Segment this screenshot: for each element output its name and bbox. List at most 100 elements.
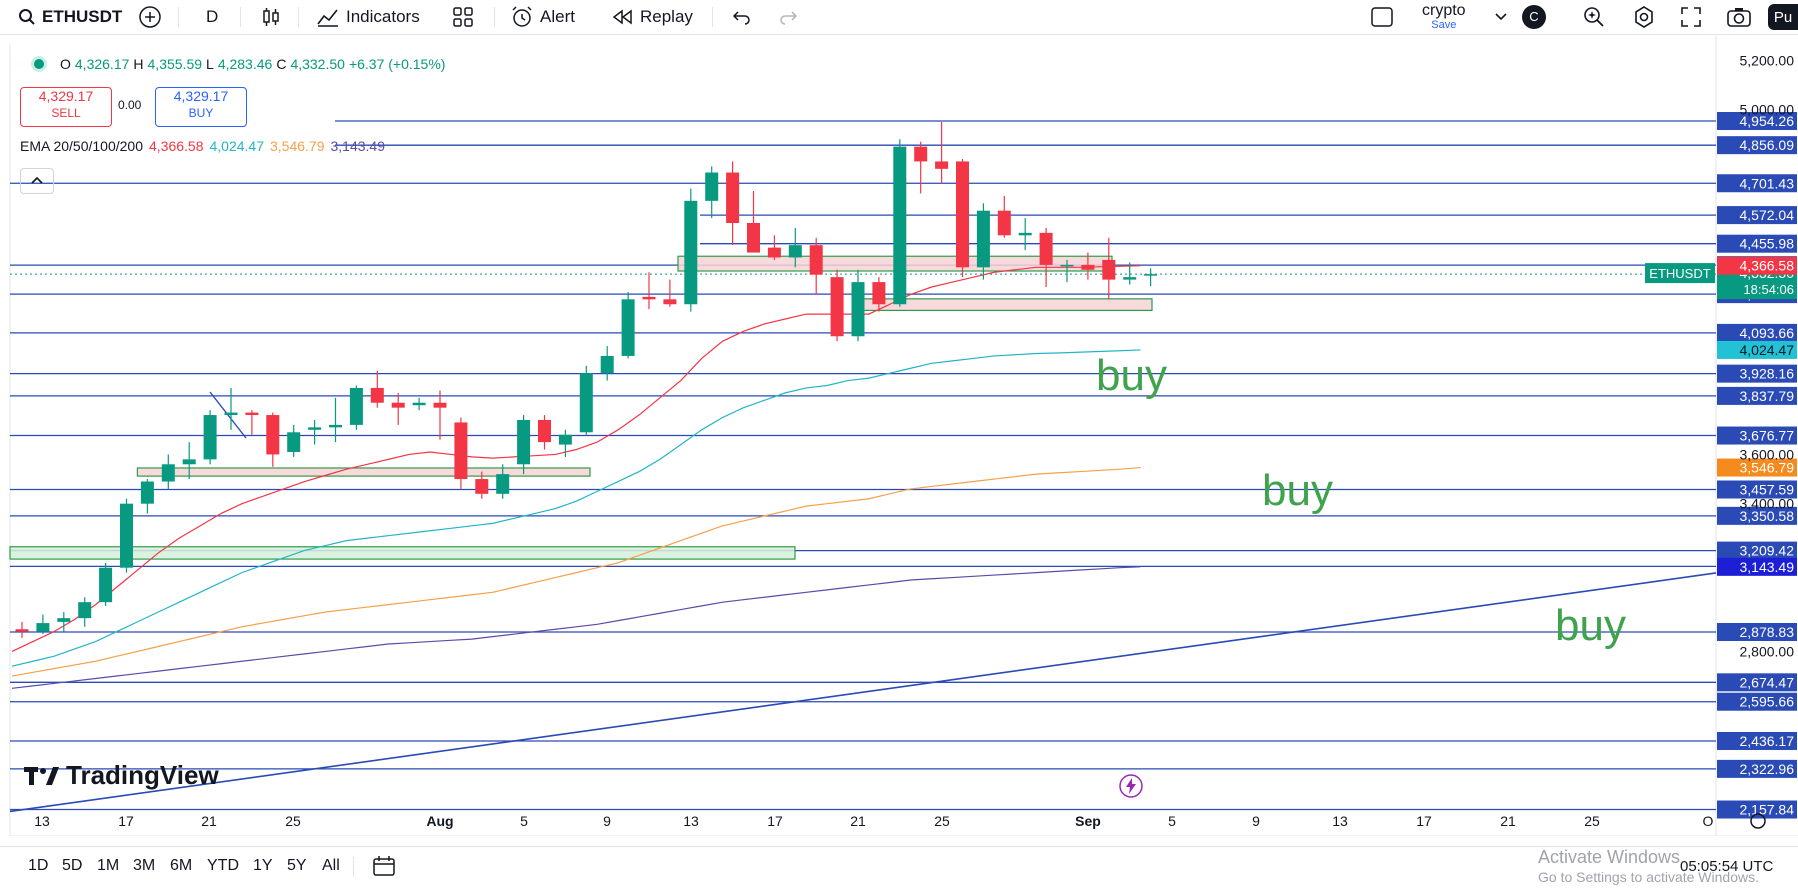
range-button-1y[interactable]: 1Y: [253, 857, 273, 874]
buy-button[interactable]: 4,329.17 BUY: [155, 87, 247, 127]
ema-legend[interactable]: EMA 20/50/100/200 4,366.58 4,024.47 3,54…: [20, 138, 385, 154]
fullscreen-button[interactable]: [1680, 0, 1702, 34]
quick-search-button[interactable]: [1582, 0, 1606, 34]
goto-date-button[interactable]: [372, 855, 396, 882]
y-axis-tick-label: 5,000.00: [1740, 102, 1795, 118]
replay-button[interactable]: Replay: [612, 0, 693, 34]
ema20-line: [11, 265, 1141, 652]
x-axis-tick-label: 9: [1252, 813, 1260, 829]
chart-type-button[interactable]: [260, 0, 282, 34]
low-value: 4,283.46: [217, 56, 273, 72]
candle-body: [893, 146, 907, 305]
price-level-label: 4,856.09: [1740, 137, 1795, 153]
candle-body: [349, 387, 363, 425]
candle-body: [1123, 277, 1137, 280]
range-button-ytd[interactable]: YTD: [207, 857, 239, 874]
price-level-tag: [1717, 759, 1797, 778]
range-button-6m[interactable]: 6M: [170, 857, 193, 874]
x-axis-tick-label: 25: [934, 813, 950, 829]
user-avatar[interactable]: C: [1522, 0, 1546, 34]
alarm-clock-icon: [512, 6, 532, 27]
x-axis-tick-label: 21: [850, 813, 866, 829]
candle-body: [308, 427, 322, 430]
settings-button[interactable]: [1632, 0, 1656, 34]
price-level-label: 3,928.16: [1740, 366, 1795, 382]
candle-body: [475, 479, 489, 494]
rewind-icon: [612, 9, 632, 25]
range-button-5y[interactable]: 5Y: [287, 857, 307, 874]
candle-body: [433, 402, 447, 408]
price-level-tag: [1717, 112, 1797, 130]
events-icon-button[interactable]: [1118, 773, 1144, 804]
publish-button[interactable]: Pu: [1768, 4, 1798, 30]
candle-body: [663, 299, 677, 305]
price-level-label: 2,157.84: [1740, 802, 1795, 818]
ema100-axis-tag-label: 3,546.79: [1740, 460, 1795, 476]
range-button-all[interactable]: All: [322, 857, 340, 874]
candle-body: [830, 277, 844, 337]
x-axis-tick-label: 21: [201, 813, 217, 829]
candle-body: [161, 464, 175, 482]
candle-body: [956, 161, 969, 268]
gear-icon: [1635, 6, 1653, 28]
symbol-search[interactable]: ETHUSDT: [18, 0, 122, 34]
x-axis-tick-label: 17: [1416, 813, 1432, 829]
snapshot-button[interactable]: [1726, 0, 1752, 34]
x-axis-tick-label: 21: [1500, 813, 1516, 829]
price-level-tag: [1717, 541, 1797, 560]
collapse-legend-button[interactable]: [20, 168, 54, 194]
ema100-value: 3,546.79: [270, 138, 325, 154]
range-button-1m[interactable]: 1M: [97, 857, 120, 874]
y-axis-tick-label: 5,200.00: [1740, 52, 1795, 68]
layouts-button[interactable]: [452, 0, 474, 34]
sell-button[interactable]: 4,329.17 SELL: [20, 87, 112, 127]
price-level-tag: [1717, 234, 1797, 253]
high-label: H: [133, 56, 144, 72]
candle-body: [747, 222, 760, 253]
chevron-down-icon: [1495, 13, 1507, 21]
price-level-label: 2,674.47: [1740, 674, 1795, 690]
candle-body: [57, 618, 71, 622]
price-level-tag: [1717, 323, 1797, 342]
candle-body: [642, 296, 656, 300]
candle-body: [99, 567, 113, 603]
compare-button[interactable]: [138, 0, 162, 34]
layout-menu-button[interactable]: [1494, 0, 1508, 34]
tradingview-logo[interactable]: TradingView: [24, 760, 219, 791]
x-axis-tick-label: Sep: [1075, 813, 1101, 829]
candle-body: [767, 247, 781, 258]
price-level-label: 4,093.66: [1740, 325, 1795, 341]
clock[interactable]: 05:05:54 UTC: [1680, 858, 1774, 875]
x-axis-tick-label: 5: [1168, 813, 1176, 829]
redo-button[interactable]: [778, 0, 798, 34]
alert-button[interactable]: Alert: [510, 0, 575, 34]
high-value: 4,355.59: [147, 56, 203, 72]
fullscreen-toggle-button[interactable]: [1370, 0, 1394, 34]
ema20-axis-tag: [1717, 256, 1797, 275]
indicators-button[interactable]: Indicators: [316, 0, 420, 34]
candle-body: [15, 629, 29, 632]
candle-body: [809, 245, 823, 275]
ema50-value: 4,024.47: [209, 138, 265, 154]
candle-body: [224, 412, 238, 416]
bottom-toolbar: 1D 5D 1M 3M 6M YTD 1Y 5Y All Activate Windows Go…: [0, 846, 1798, 888]
interval-button[interactable]: D: [206, 0, 218, 34]
candle-body: [266, 415, 280, 455]
price-level-label: 3,209.42: [1740, 543, 1795, 559]
range-button-5d[interactable]: 5D: [62, 857, 83, 874]
candle-body: [391, 402, 405, 408]
low-label: L: [206, 56, 214, 72]
layout-save-label: Save: [1431, 19, 1457, 31]
replay-label: Replay: [640, 7, 693, 26]
trendline: [9, 572, 1717, 813]
range-button-1d[interactable]: 1D: [28, 857, 49, 874]
x-axis-tick-label: 13: [683, 813, 699, 829]
undo-button[interactable]: [732, 0, 752, 34]
price-level-tag: [1717, 480, 1797, 499]
range-button-3m[interactable]: 3M: [133, 857, 156, 874]
calendar-icon: [373, 856, 395, 876]
price-chart[interactable]: buy buy buy 4,954.26 4,856.09 4,701.43 4,572.…: [0, 36, 1798, 836]
ema200-axis-tag: [1717, 557, 1797, 576]
fullscreen-icon: [1681, 7, 1701, 27]
layout-name-button[interactable]: crypto Save: [1422, 0, 1466, 34]
